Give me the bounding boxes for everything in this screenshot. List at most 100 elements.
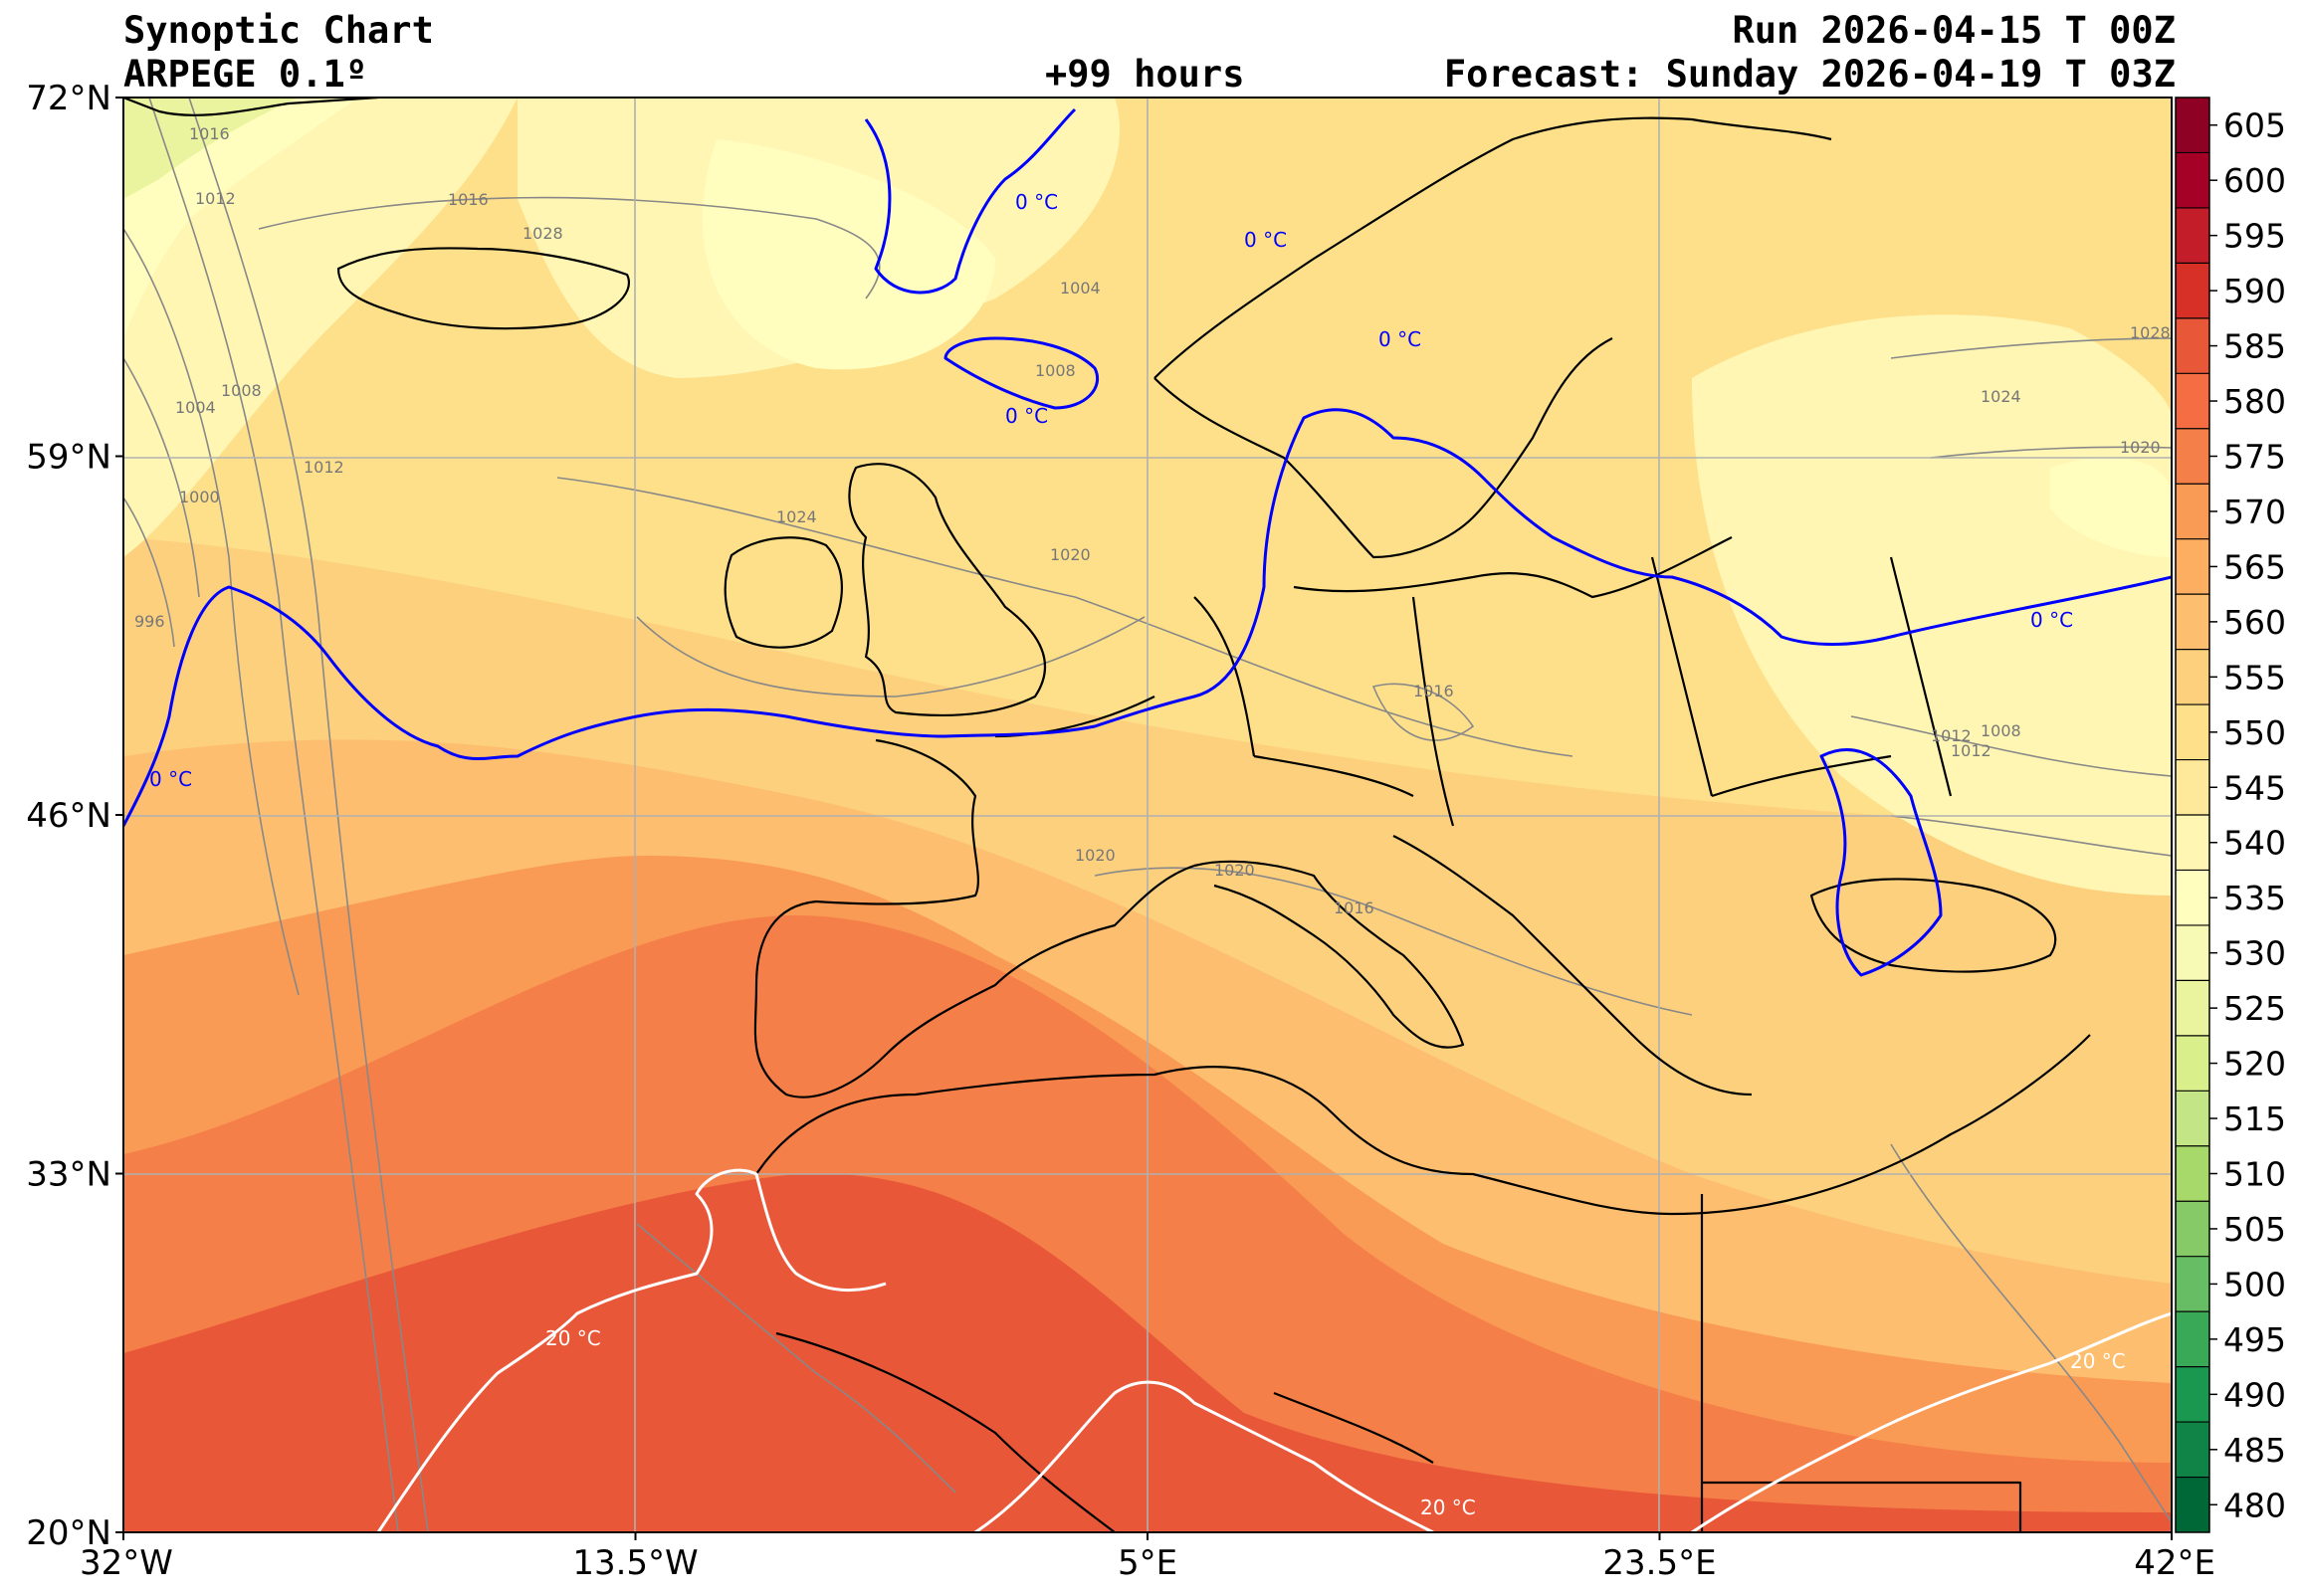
- forecast-time: Forecast: Sunday 2026-04-19 T 03Z: [1443, 53, 2176, 96]
- colorbar-tick-label: 595: [2223, 217, 2286, 256]
- colorbar-segment: [2176, 594, 2209, 651]
- isobar-label: 1028: [2130, 323, 2171, 342]
- isotherm-0c-east: [1819, 748, 1943, 977]
- lon-tick-label: 13.5°W: [572, 1543, 698, 1583]
- colorbar-segment: [2176, 484, 2209, 540]
- isobar-line: [123, 228, 300, 996]
- isobar-line: [1890, 337, 2172, 359]
- latitude-axis: 72°N 59°N 46°N 33°N 20°N: [26, 79, 123, 1553]
- lat-tick-label: 20°N: [26, 1513, 111, 1553]
- ireland-coast: [724, 536, 843, 649]
- isotherm-0c-main: [123, 408, 2172, 827]
- colorbar-segment: [2176, 1311, 2209, 1368]
- colorbar-segment: [2176, 1145, 2209, 1202]
- colorbar-segment: [2176, 1035, 2209, 1092]
- coastlines-and-borders: [123, 98, 2091, 1532]
- lat-tick-label: 72°N: [26, 79, 111, 118]
- longitude-axis: 32°W 13.5°W 5°E 23.5°E 42°E: [80, 1532, 2215, 1583]
- isobar-label: 1020: [1050, 545, 1091, 564]
- isobar-line: [636, 1223, 956, 1494]
- isotherm-20c-sahara: [974, 1380, 1434, 1532]
- colorbar-segment: [2176, 980, 2209, 1037]
- country-border: [994, 556, 1953, 827]
- isobar-label: 1020: [2120, 438, 2161, 457]
- lat-tick-label: 33°N: [26, 1155, 111, 1195]
- isobar-line: [123, 357, 200, 598]
- isobar-line: [636, 616, 1146, 698]
- isobar-line: [188, 98, 429, 1532]
- colorbar-tick-label: 555: [2223, 658, 2286, 697]
- band-east-545: [1692, 314, 2172, 897]
- isobar-line: [1850, 715, 2172, 777]
- isotherm-20c-morocco: [376, 1168, 887, 1532]
- colorbar-tick-label: 515: [2223, 1099, 2286, 1138]
- isobar-label: 1012: [304, 458, 344, 477]
- isotherm-20c-label: 20 °C: [1420, 1496, 1476, 1519]
- isotherm-0c-iceland-low: [943, 336, 1099, 410]
- isotherm-0c-label: 0 °C: [1244, 228, 1287, 252]
- colorbar-segment: [2176, 1477, 2209, 1533]
- isobar-label: 1024: [1981, 387, 2021, 406]
- isotherm-0c-label: 0 °C: [2030, 608, 2073, 632]
- colorbar-tick-label: 520: [2223, 1045, 2286, 1084]
- isobar-label: 1016: [1334, 898, 1374, 917]
- chart-title: Synoptic Chart: [123, 9, 434, 52]
- isobar-line: [1371, 683, 1475, 741]
- band-northwest-545: [123, 98, 518, 557]
- isobar-line: [148, 98, 399, 1532]
- france-iberia-coast: [753, 738, 1195, 1098]
- isobar-label: 1016: [189, 124, 230, 143]
- colorbar-segment: [2176, 98, 2209, 153]
- isobar-line: [1890, 815, 2172, 857]
- isobar-line: [1890, 1143, 2172, 1523]
- isobar-line: [1930, 446, 2172, 459]
- isobar-label: 1000: [179, 488, 220, 506]
- colorbar-segment: [2176, 924, 2209, 981]
- colorbar-segment: [2176, 373, 2209, 430]
- isobar-label: 996: [134, 612, 165, 631]
- colorbar-tick-label: 575: [2223, 438, 2286, 477]
- isobar-label: 1012: [195, 189, 236, 208]
- isobar-label: 1008: [221, 381, 262, 400]
- colorbar-frame: [2175, 97, 2210, 1533]
- colorbar-tick-label: 485: [2223, 1431, 2286, 1470]
- colorbar-segment: [2176, 704, 2209, 761]
- colorbar-tick-label: 585: [2223, 327, 2286, 366]
- isotherm-0c-label: 0 °C: [1378, 327, 1421, 351]
- colorbar-tick-label: 525: [2223, 989, 2286, 1028]
- black-sea-coast: [1809, 878, 2057, 973]
- colorbar-tick-label: 565: [2223, 547, 2286, 586]
- colorbar-tick-label: 580: [2223, 382, 2286, 421]
- colorbar-segment: [2176, 759, 2209, 816]
- band-northwest-535: [123, 98, 299, 199]
- lead-time: +99 hours: [1045, 53, 1245, 96]
- isobar-label: 1016: [448, 190, 489, 209]
- isobar-label: 1008: [1035, 361, 1076, 380]
- italy-coast: [1193, 860, 1465, 1049]
- colorbar-tick-label: 505: [2223, 1210, 2286, 1249]
- isobar-label: 1020: [1214, 861, 1255, 880]
- colorbar-segment: [2176, 207, 2209, 264]
- colorbar-tick-label: 510: [2223, 1155, 2286, 1194]
- colorbar-tick-label: 535: [2223, 879, 2286, 917]
- isobar-label: 1028: [523, 224, 563, 243]
- baltic-coast: [1293, 536, 1733, 599]
- colorbar-segment: [2176, 1201, 2209, 1258]
- band-iceland-540: [703, 139, 995, 370]
- isobar-line: [556, 477, 1573, 757]
- lat-tick-label: 46°N: [26, 796, 111, 836]
- isotherm-labels: 0 °C 0 °C 0 °C 0 °C 0 °C 0 °C 20 °C 20 °C 20 °C: [149, 190, 2126, 1519]
- colorbar-tick-label: 570: [2223, 493, 2286, 531]
- run-time: Run 2026-04-15 T 00Z: [1732, 9, 2176, 52]
- colorbar-segment: [2176, 428, 2209, 485]
- colorbar-tick-label: 480: [2223, 1486, 2286, 1524]
- colorbar-tick-label: 490: [2223, 1375, 2286, 1414]
- colorbar-segment: [2176, 317, 2209, 374]
- band-east-540: [2050, 458, 2172, 557]
- isobar-line: [258, 196, 881, 299]
- isobar-labels: 1016101210081004100099610281024102010161…: [134, 124, 2171, 917]
- isobar-label: 1024: [776, 507, 817, 526]
- colorbar-segment: [2176, 1366, 2209, 1423]
- lon-tick-label: 5°E: [1118, 1543, 1177, 1583]
